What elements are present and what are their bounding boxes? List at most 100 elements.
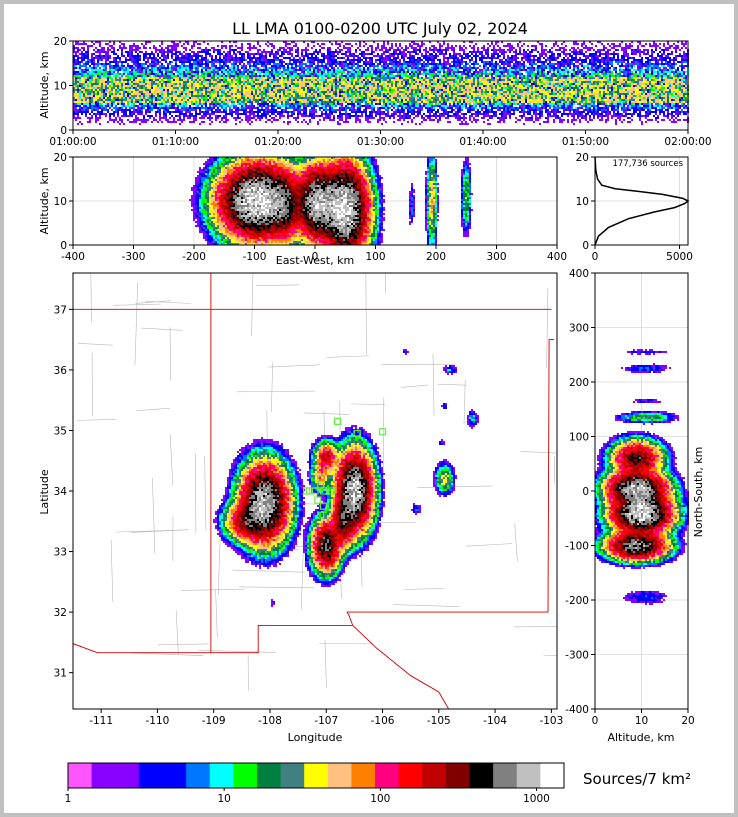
altitude-time-cell — [301, 75, 303, 77]
altitude-time-cell — [131, 73, 133, 75]
altitude-time-cell — [159, 73, 161, 75]
altitude-time-cell — [281, 89, 283, 91]
altitude-time-cell — [111, 67, 113, 69]
altitude-time-cell — [165, 59, 167, 61]
altitude-time-cell — [247, 119, 249, 121]
altitude-time-cell — [157, 69, 159, 71]
altitude-time-cell — [207, 89, 209, 91]
altitude-time-cell — [299, 95, 301, 97]
altitude-time-cell — [205, 103, 207, 105]
altitude-time-cell — [365, 91, 367, 93]
altitude-time-cell — [171, 77, 173, 79]
altitude-time-cell — [159, 91, 161, 93]
altitude-time-cell — [239, 75, 241, 77]
altitude-time-cell — [185, 75, 187, 77]
altitude-time-cell — [145, 119, 147, 121]
altitude-time-cell — [135, 89, 137, 91]
altitude-time-cell — [209, 67, 211, 69]
altitude-time-cell — [345, 101, 347, 103]
altitude-time-cell — [279, 61, 281, 63]
altitude-time-cell — [123, 77, 125, 79]
altitude-time-cell — [185, 111, 187, 113]
altitude-time-cell — [245, 99, 247, 101]
altitude-time-cell — [205, 71, 207, 73]
altitude-time-cell — [259, 99, 261, 101]
altitude-time-cell — [279, 77, 281, 79]
altitude-time-cell — [161, 85, 163, 87]
altitude-time-cell — [105, 63, 107, 65]
altitude-time-cell — [363, 69, 365, 71]
altitude-time-cell — [103, 69, 105, 71]
altitude-time-cell — [287, 77, 289, 79]
altitude-time-cell — [93, 89, 95, 91]
altitude-time-cell — [127, 109, 129, 111]
altitude-time-cell — [175, 79, 177, 81]
altitude-time-cell — [261, 87, 263, 89]
altitude-time-cell — [369, 65, 371, 67]
altitude-time-cell — [197, 87, 199, 89]
altitude-time-cell — [311, 89, 313, 91]
altitude-time-cell — [163, 101, 165, 103]
altitude-time-cell — [169, 73, 171, 75]
altitude-time-cell — [95, 63, 97, 65]
altitude-time-cell — [307, 49, 309, 51]
altitude-time-cell — [383, 93, 385, 95]
altitude-time-cell — [109, 61, 111, 63]
altitude-time-cell — [341, 73, 343, 75]
altitude-time-cell — [125, 113, 127, 115]
altitude-time-cell — [371, 57, 373, 59]
altitude-time-cell — [75, 85, 77, 87]
altitude-time-cell — [85, 57, 87, 59]
altitude-time-cell — [191, 85, 193, 87]
altitude-time-cell — [111, 91, 113, 93]
altitude-time-cell — [309, 103, 311, 105]
altitude-time-cell — [121, 91, 123, 93]
altitude-time-cell — [359, 69, 361, 71]
altitude-time-cell — [253, 53, 255, 55]
altitude-time-cell — [323, 79, 325, 81]
altitude-time-cell — [333, 55, 335, 57]
altitude-time-cell — [327, 117, 329, 119]
altitude-time-cell — [343, 57, 345, 59]
altitude-time-cell — [259, 93, 261, 95]
altitude-time-cell — [359, 65, 361, 67]
altitude-time-cell — [369, 97, 371, 99]
altitude-time-cell — [155, 99, 157, 101]
altitude-time-cell — [97, 99, 99, 101]
altitude-time-cell — [143, 71, 145, 73]
altitude-time-cell — [227, 87, 229, 89]
altitude-time-cell — [343, 93, 345, 95]
altitude-time-cell — [349, 99, 351, 101]
altitude-time-cell — [231, 83, 233, 85]
altitude-time-cell — [197, 51, 199, 53]
altitude-time-cell — [373, 65, 375, 67]
altitude-time-cell — [339, 81, 341, 83]
altitude-time-cell — [105, 73, 107, 75]
altitude-time-cell — [253, 79, 255, 81]
altitude-time-cell — [189, 73, 191, 75]
altitude-time-cell — [117, 111, 119, 113]
altitude-time-cell — [241, 109, 243, 111]
altitude-time-cell — [377, 109, 379, 111]
altitude-time-cell — [159, 67, 161, 69]
altitude-time-cell — [263, 83, 265, 85]
altitude-time-cell — [319, 49, 321, 51]
altitude-time-cell — [379, 89, 381, 91]
altitude-time-cell — [291, 115, 293, 117]
altitude-time-cell — [99, 51, 101, 53]
altitude-time-cell — [337, 123, 339, 125]
altitude-time-cell — [249, 53, 251, 55]
altitude-time-cell — [89, 103, 91, 105]
altitude-time-cell — [143, 59, 145, 61]
altitude-time-cell — [281, 85, 283, 87]
altitude-time-cell — [199, 85, 201, 87]
altitude-time-cell — [239, 53, 241, 55]
altitude-time-cell — [193, 91, 195, 93]
altitude-time-cell — [177, 89, 179, 91]
altitude-time-cell — [195, 109, 197, 111]
altitude-time-cell — [339, 103, 341, 105]
altitude-time-cell — [249, 75, 251, 77]
altitude-time-cell — [165, 115, 167, 117]
altitude-time-cell — [115, 77, 117, 79]
altitude-time-cell — [109, 117, 111, 119]
